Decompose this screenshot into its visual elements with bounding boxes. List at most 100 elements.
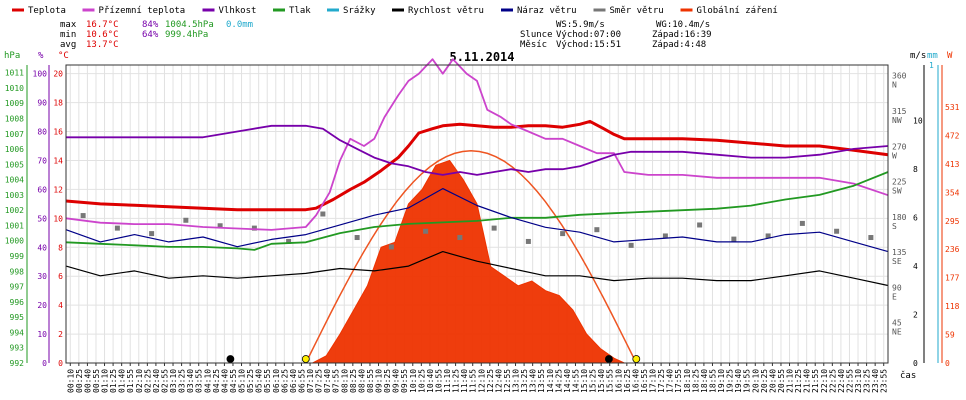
x-tick-label: 06:25 [280,369,289,393]
series-line-5 [65,251,889,287]
humidity-tick-label: 60 [37,185,47,194]
x-tick-label: 00:40 [83,369,92,393]
wind-dir-tick-deg: 225 [892,178,907,187]
x-tick-label: 05:25 [246,369,255,393]
x-tick-label: 17:25 [657,369,666,393]
x-tick-label: 00:55 [92,369,101,393]
x-tick-label: 15:40 [597,369,606,393]
x-tick-label: 11:40 [460,369,469,393]
wind-gust-info: WG:10.4m/s [656,20,710,30]
x-tick-label: 03:55 [195,369,204,393]
legend-item-label: Srážky [343,6,376,16]
x-tick-label: 01:25 [109,369,118,393]
unit-celsius: °C [58,51,69,61]
x-tick-label: 07:40 [323,369,332,393]
x-tick-label: 14:25 [554,369,563,393]
x-tick-label: 16:40 [631,369,640,393]
x-tick-label: 07:10 [306,369,315,393]
x-tick-label: 10:25 [417,369,426,393]
pressure-tick-label: 1001 [5,221,24,230]
x-tick-label: 03:25 [178,369,187,393]
wind-dir-tick-deg: 45 [892,319,902,328]
wind-dir-tick-deg: 315 [892,107,907,116]
x-tick-label: 15:10 [580,369,589,393]
wind-direction-point [251,225,257,231]
legend-item-label: Náraz větru [517,6,577,16]
unit-w: W [947,51,953,61]
x-tick-label: 13:25 [520,369,529,393]
wind-dir-tick-label: SW [892,187,902,196]
pressure-tick-label: 1009 [5,99,24,108]
sunset-time: Západ:16:39 [652,30,712,40]
wind-direction-point [594,227,600,233]
stats-min-press: 999.4hPa [165,30,208,40]
plot-area [65,58,889,364]
radiation-area [312,159,625,364]
legend-item-label: Přízemní teplota [99,6,186,16]
x-tick-label: 12:55 [503,369,512,393]
x-tick-label: 02:10 [135,369,144,393]
x-tick-label: 20:25 [760,369,769,393]
x-tick-label: 22:10 [820,369,829,393]
x-tick-label: 11:10 [443,369,452,393]
unit-ms: m/s [910,51,926,61]
x-tick-label: 16:10 [614,369,623,393]
x-tick-label: 01:40 [118,369,127,393]
pressure-tick-label: 1004 [5,176,24,185]
pressure-tick-label: 999 [10,252,25,261]
radiation-tick-label: 59 [945,331,955,340]
x-tick-label: 00:25 [75,369,84,393]
humidity-tick-label: 0 [42,359,47,368]
x-tick-label: 21:10 [786,369,795,393]
legend: Teplota Přízemní teplota Vlhkost Tlak Srážky… [12,6,778,16]
pressure-tick-label: 1011 [5,69,24,78]
pressure-tick-label: 1000 [5,237,24,246]
x-tick-label: 04:25 [212,369,221,393]
humidity-tick-label: 80 [37,128,47,137]
x-tick-label: 04:55 [229,369,238,393]
temp-tick-label: 10 [53,214,63,223]
humidity-tick-label: 100 [33,70,48,79]
x-tick-label: 12:25 [486,369,495,393]
x-tick-label: 09:25 [383,369,392,393]
x-tick-label: 08:25 [349,369,358,393]
wind-direction-point [286,238,292,244]
radiation-tick-label: 295 [945,217,960,226]
radiation-tick-label: 354 [945,188,960,197]
wind-direction-point [457,235,463,241]
stats-max-hum: 84% [142,20,159,30]
pressure-tick-label: 1003 [5,191,24,200]
radiation-tick-label: 236 [945,245,960,254]
x-tick-label: 21:40 [803,369,812,393]
humidity-tick-label: 90 [37,99,47,108]
x-tick-label: 20:10 [751,369,760,393]
radiation-tick-label: 0 [945,359,950,368]
x-tick-label: 19:40 [734,369,743,393]
x-tick-label: 04:10 [203,369,212,393]
wind-speed-info: WS:5.9m/s [556,20,605,30]
x-tick-label: 10:10 [409,369,418,393]
wind-direction-point [217,223,223,229]
wind-direction-point [765,233,771,239]
wind-dir-tick-deg: 180 [892,213,907,222]
wind-direction-point [320,211,326,217]
x-tick-label: 07:55 [332,369,341,393]
wind-speed-tick-label: 10 [913,117,923,126]
wind-direction-point [388,244,394,250]
series-line-0 [65,119,889,212]
x-tick-label: 06:55 [297,369,306,393]
radiation-tick-label: 413 [945,160,960,169]
temp-tick-label: 2 [58,330,63,339]
x-tick-label: 17:40 [666,369,675,393]
unit-hpa: hPa [4,51,20,61]
pressure-tick-label: 996 [10,298,25,307]
x-tick-label: 11:25 [452,369,461,393]
x-tick-label: 01:55 [126,369,135,393]
temp-tick-label: 20 [53,70,63,79]
wind-dir-tick-label: S [892,222,897,231]
wind-direction-point [525,238,531,244]
x-tick-label: 18:25 [691,369,700,393]
pressure-tick-label: 1010 [5,84,24,93]
moonrise-marker [605,355,613,363]
legend-item-label: Rychlost větru [408,6,484,16]
